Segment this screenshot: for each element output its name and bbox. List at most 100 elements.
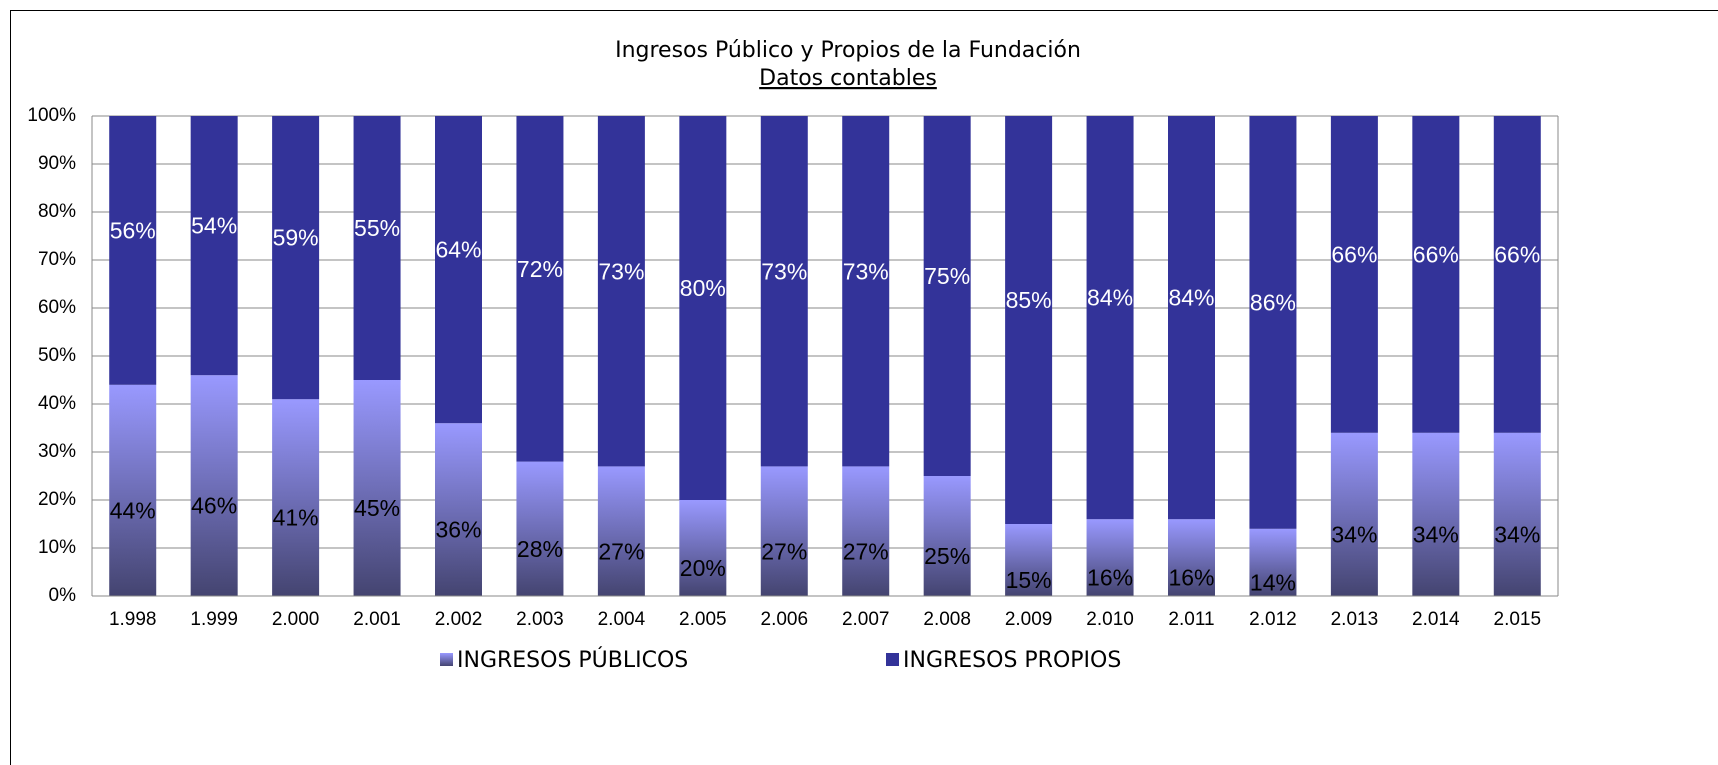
data-label: 86% bbox=[1250, 289, 1296, 315]
bar-segment bbox=[190, 116, 238, 376]
bar-segment bbox=[1493, 116, 1541, 433]
data-label: 27% bbox=[843, 538, 889, 564]
bar-segment bbox=[272, 399, 320, 596]
x-tick-label: 2.006 bbox=[761, 609, 809, 630]
bar-segment bbox=[109, 116, 157, 385]
bar-segment bbox=[1330, 116, 1378, 433]
data-label: 44% bbox=[110, 497, 156, 523]
bar-segment bbox=[272, 116, 320, 400]
x-tick-label: 2.011 bbox=[1168, 609, 1214, 630]
bar-segment bbox=[1005, 524, 1053, 596]
bar-segment bbox=[1412, 116, 1460, 433]
y-tick-label: 100% bbox=[27, 105, 76, 126]
data-label: 56% bbox=[110, 217, 156, 243]
bar-segment bbox=[1249, 116, 1297, 529]
chart-subtitle: Datos contables bbox=[759, 66, 937, 91]
y-tick-label: 0% bbox=[49, 585, 77, 606]
x-tick-label: 1.999 bbox=[190, 609, 238, 630]
y-tick-label: 40% bbox=[38, 393, 76, 414]
data-label: 75% bbox=[924, 263, 970, 289]
chart-title: Ingresos Público y Propios de la Fundaci… bbox=[615, 38, 1081, 63]
x-tick-label: 2.001 bbox=[353, 609, 401, 630]
data-label: 55% bbox=[354, 215, 400, 241]
bar-segment bbox=[435, 423, 482, 596]
bar-segment bbox=[923, 476, 971, 596]
data-label: 72% bbox=[517, 256, 563, 282]
y-tick-label: 30% bbox=[38, 441, 76, 462]
bar-segment bbox=[516, 116, 564, 462]
data-label: 16% bbox=[1087, 565, 1133, 591]
bar-segment bbox=[1168, 519, 1215, 596]
data-label: 27% bbox=[598, 538, 644, 564]
y-tick-label: 50% bbox=[38, 345, 76, 366]
data-label: 14% bbox=[1250, 569, 1296, 595]
x-tick-label: 2.012 bbox=[1249, 609, 1297, 630]
data-label: 66% bbox=[1331, 241, 1377, 267]
x-tick-label: 2.009 bbox=[1005, 609, 1053, 630]
data-label: 25% bbox=[924, 543, 970, 569]
bar-segment bbox=[760, 116, 808, 467]
bar-segment bbox=[597, 116, 645, 467]
x-tick-label: 1.998 bbox=[109, 609, 157, 630]
y-tick-label: 90% bbox=[38, 153, 76, 174]
bar-segment bbox=[1168, 116, 1215, 520]
data-label: 41% bbox=[273, 505, 319, 531]
x-tick-label: 2.003 bbox=[516, 609, 564, 630]
data-label: 46% bbox=[191, 493, 237, 519]
data-label: 28% bbox=[517, 536, 563, 562]
data-label: 34% bbox=[1413, 521, 1459, 547]
y-tick-label: 60% bbox=[38, 297, 76, 318]
data-label: 54% bbox=[191, 213, 237, 239]
data-label: 59% bbox=[273, 225, 319, 251]
data-label: 15% bbox=[1006, 567, 1052, 593]
data-label: 80% bbox=[680, 275, 726, 301]
x-tick-label: 2.014 bbox=[1412, 609, 1460, 630]
bar-segment bbox=[1330, 432, 1378, 596]
bar-segment bbox=[109, 384, 157, 596]
bar-segment bbox=[760, 466, 808, 596]
data-label: 45% bbox=[354, 495, 400, 521]
data-label: 27% bbox=[761, 538, 807, 564]
y-tick-label: 70% bbox=[38, 249, 76, 270]
bar-segment bbox=[353, 380, 401, 596]
bar-segment bbox=[353, 116, 401, 380]
y-tick-label: 10% bbox=[38, 537, 76, 558]
data-label: 84% bbox=[1168, 285, 1214, 311]
data-label: 66% bbox=[1494, 241, 1540, 267]
bar-segment bbox=[1249, 528, 1297, 596]
bar-segment bbox=[842, 116, 890, 467]
bar-segment bbox=[679, 500, 727, 596]
legend-swatch bbox=[886, 653, 899, 666]
x-tick-label: 2.008 bbox=[923, 609, 971, 630]
data-label: 84% bbox=[1087, 285, 1133, 311]
data-label: 16% bbox=[1168, 565, 1214, 591]
data-label: 20% bbox=[680, 555, 726, 581]
legend-label: INGRESOS PROPIOS bbox=[903, 648, 1121, 673]
bar-segment bbox=[1086, 116, 1134, 520]
data-label: 73% bbox=[761, 258, 807, 284]
data-label: 85% bbox=[1006, 287, 1052, 313]
bar-segment bbox=[842, 466, 890, 596]
x-tick-label: 2.004 bbox=[598, 609, 646, 630]
bar-segment bbox=[1005, 116, 1053, 524]
data-label: 73% bbox=[843, 258, 889, 284]
x-tick-label: 2.015 bbox=[1494, 609, 1542, 630]
y-tick-label: 20% bbox=[38, 489, 76, 510]
data-label: 36% bbox=[435, 517, 481, 543]
data-label: 34% bbox=[1494, 521, 1540, 547]
data-label: 34% bbox=[1331, 521, 1377, 547]
data-label: 66% bbox=[1413, 241, 1459, 267]
bar-segment bbox=[1086, 519, 1134, 596]
x-tick-label: 2.005 bbox=[679, 609, 727, 630]
x-tick-label: 2.000 bbox=[272, 609, 320, 630]
bar-segment bbox=[435, 116, 482, 424]
bar-segment bbox=[597, 466, 645, 596]
legend-swatch bbox=[440, 653, 453, 666]
x-tick-label: 2.010 bbox=[1086, 609, 1134, 630]
bar-segment bbox=[190, 375, 238, 596]
bar-segment bbox=[516, 461, 564, 596]
bar-segment bbox=[679, 116, 727, 500]
legend-label: INGRESOS PÚBLICOS bbox=[457, 647, 688, 673]
